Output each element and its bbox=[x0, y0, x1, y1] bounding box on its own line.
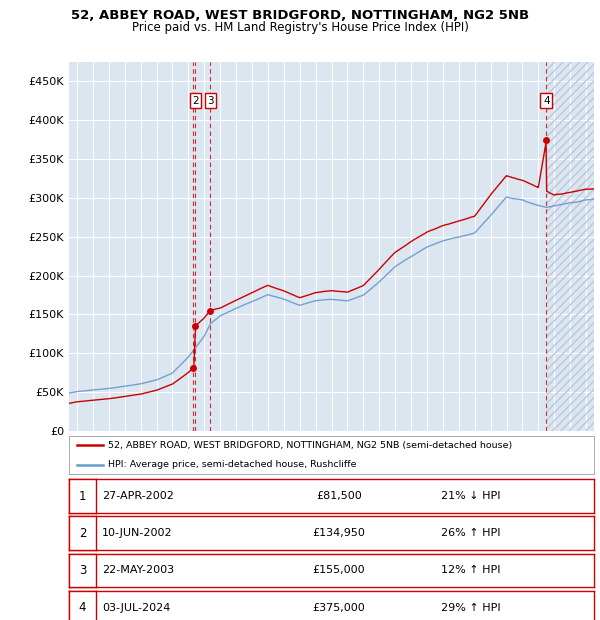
Text: 21% ↓ HPI: 21% ↓ HPI bbox=[441, 491, 500, 501]
Text: 10-JUN-2002: 10-JUN-2002 bbox=[102, 528, 173, 538]
Text: 3: 3 bbox=[207, 95, 214, 106]
Text: 29% ↑ HPI: 29% ↑ HPI bbox=[441, 603, 500, 613]
Text: 2: 2 bbox=[192, 95, 199, 106]
Text: 27-APR-2002: 27-APR-2002 bbox=[102, 491, 174, 501]
Text: 52, ABBEY ROAD, WEST BRIDGFORD, NOTTINGHAM, NG2 5NB: 52, ABBEY ROAD, WEST BRIDGFORD, NOTTINGH… bbox=[71, 9, 529, 22]
Text: 1: 1 bbox=[79, 490, 86, 502]
Text: £81,500: £81,500 bbox=[316, 491, 362, 501]
Text: £134,950: £134,950 bbox=[313, 528, 365, 538]
Text: 26% ↑ HPI: 26% ↑ HPI bbox=[441, 528, 500, 538]
Text: Price paid vs. HM Land Registry's House Price Index (HPI): Price paid vs. HM Land Registry's House … bbox=[131, 21, 469, 34]
Text: 2: 2 bbox=[79, 527, 86, 539]
Text: 4: 4 bbox=[79, 601, 86, 614]
Text: £375,000: £375,000 bbox=[313, 603, 365, 613]
Text: 3: 3 bbox=[79, 564, 86, 577]
Text: 4: 4 bbox=[543, 95, 550, 106]
Text: 03-JUL-2024: 03-JUL-2024 bbox=[102, 603, 170, 613]
Text: 52, ABBEY ROAD, WEST BRIDGFORD, NOTTINGHAM, NG2 5NB (semi-detached house): 52, ABBEY ROAD, WEST BRIDGFORD, NOTTINGH… bbox=[109, 441, 512, 450]
Text: 12% ↑ HPI: 12% ↑ HPI bbox=[441, 565, 500, 575]
Text: HPI: Average price, semi-detached house, Rushcliffe: HPI: Average price, semi-detached house,… bbox=[109, 460, 357, 469]
Text: £155,000: £155,000 bbox=[313, 565, 365, 575]
Text: 22-MAY-2003: 22-MAY-2003 bbox=[102, 565, 174, 575]
